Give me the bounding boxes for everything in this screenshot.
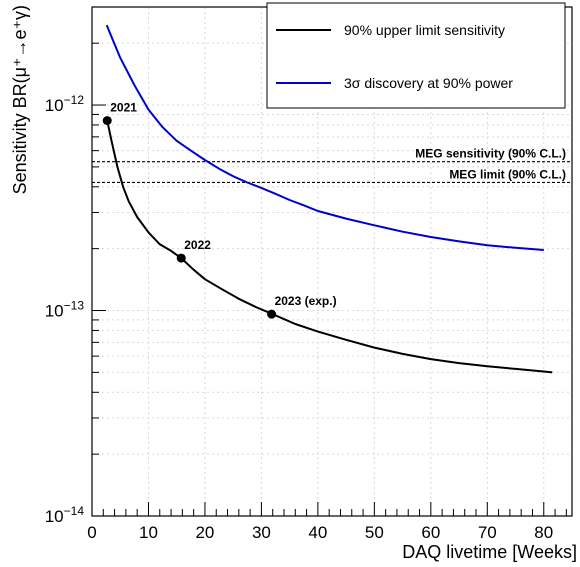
series-line-2 xyxy=(105,24,544,251)
reference-line-label: MEG sensitivity (90% C.L.) xyxy=(415,147,566,161)
milestone-points: 2021 2022 2023 (exp.) xyxy=(102,101,337,319)
x-tick-label: 70 xyxy=(478,523,497,542)
data-point xyxy=(176,253,186,263)
axis-ticks xyxy=(91,6,567,517)
legend-label-1: 90% upper limit sensitivity xyxy=(344,22,505,38)
series xyxy=(105,24,553,374)
data-point-label: 2021 xyxy=(110,101,137,115)
legend-box xyxy=(266,2,566,109)
data-point-label: 2023 (exp.) xyxy=(275,294,337,308)
series-line-1 xyxy=(106,120,553,374)
grid xyxy=(91,6,572,517)
x-axis-title: DAQ livetime [Weeks] xyxy=(402,542,577,562)
reference-lines: MEG sensitivity (90% C.L.) MEG limit (90%… xyxy=(92,147,572,184)
x-tick-label: 80 xyxy=(534,523,553,542)
x-tick-label: 10 xyxy=(139,523,158,542)
legend: 90% upper limit sensitivity 3σ discovery… xyxy=(266,2,566,109)
legend-label-2: 3σ discovery at 90% power xyxy=(344,75,513,91)
x-tick-label: 30 xyxy=(252,523,271,542)
y-tick-labels: 10−12 10−13 10−14 xyxy=(45,93,85,526)
y-tick-label: 10−13 xyxy=(45,299,85,321)
x-tick-labels: 0 10 20 30 40 50 60 70 80 xyxy=(87,523,553,542)
y-axis-title: Sensitivity BR(μ⁺→e⁺γ) xyxy=(10,5,30,194)
data-point-label: 2022 xyxy=(184,238,211,252)
data-point xyxy=(102,116,112,126)
y-tick-label: 10−12 xyxy=(45,93,85,115)
data-point xyxy=(267,309,277,319)
reference-line-label: MEG limit (90% C.L.) xyxy=(449,167,566,181)
x-tick-label: 20 xyxy=(195,523,214,542)
x-tick-label: 50 xyxy=(365,523,384,542)
x-tick-label: 60 xyxy=(421,523,440,542)
y-tick-label: 10−14 xyxy=(45,504,85,526)
x-tick-label: 0 xyxy=(87,523,96,542)
x-tick-label: 40 xyxy=(308,523,327,542)
